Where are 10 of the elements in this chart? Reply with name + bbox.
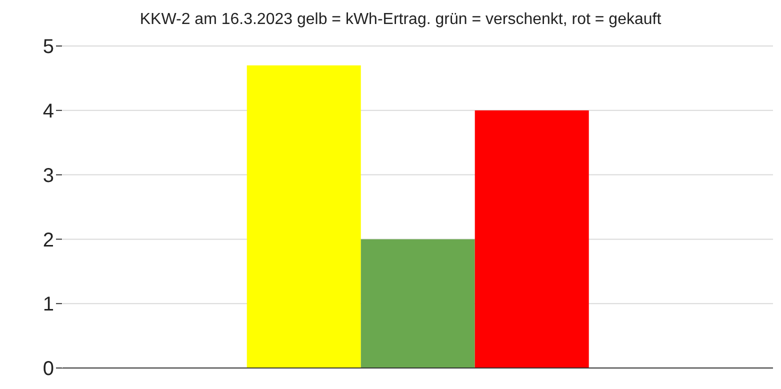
bar — [474, 110, 589, 368]
y-tick-label: 5 — [42, 36, 54, 58]
y-tick-label: 3 — [42, 164, 54, 187]
y-tick-label: 0 — [42, 358, 54, 380]
y-tick-label: 1 — [42, 294, 54, 316]
y-tick-label: 2 — [42, 229, 54, 252]
y-tick-label: 4 — [42, 100, 54, 122]
bar — [246, 65, 361, 368]
chart-title: KKW-2 am 16.3.2023 gelb = kWh-Ertrag. grün = verschenkt, rot = gekauft — [138, 10, 662, 30]
bar — [360, 239, 475, 368]
